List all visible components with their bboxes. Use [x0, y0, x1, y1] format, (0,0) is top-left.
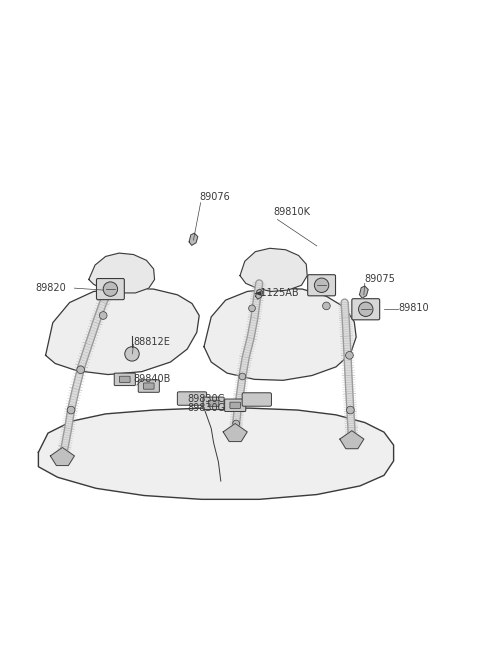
- FancyBboxPatch shape: [230, 402, 240, 408]
- FancyBboxPatch shape: [114, 373, 135, 386]
- Polygon shape: [223, 424, 247, 441]
- FancyBboxPatch shape: [203, 397, 224, 409]
- Text: 88812E: 88812E: [133, 337, 170, 347]
- Circle shape: [323, 302, 330, 310]
- FancyBboxPatch shape: [177, 392, 206, 405]
- Circle shape: [346, 352, 353, 359]
- Text: ◄1125AB: ◄1125AB: [254, 288, 300, 298]
- Polygon shape: [204, 288, 356, 381]
- Text: 89830G: 89830G: [187, 403, 225, 413]
- FancyBboxPatch shape: [242, 393, 272, 406]
- Polygon shape: [360, 286, 368, 298]
- Text: 89830C: 89830C: [187, 394, 225, 404]
- FancyBboxPatch shape: [308, 274, 336, 296]
- Text: 89075: 89075: [365, 274, 396, 284]
- FancyBboxPatch shape: [120, 376, 130, 383]
- Circle shape: [67, 406, 75, 414]
- Polygon shape: [340, 431, 364, 449]
- Text: 89820: 89820: [35, 283, 66, 293]
- Polygon shape: [38, 408, 394, 499]
- Circle shape: [314, 278, 329, 293]
- Circle shape: [99, 312, 107, 320]
- Circle shape: [77, 366, 84, 373]
- Text: 89810: 89810: [398, 303, 429, 313]
- Text: 89076: 89076: [199, 192, 230, 202]
- Text: 89840B: 89840B: [133, 375, 171, 384]
- Polygon shape: [256, 289, 263, 299]
- Circle shape: [103, 282, 118, 296]
- Circle shape: [359, 302, 373, 316]
- Polygon shape: [89, 253, 155, 293]
- Polygon shape: [189, 233, 198, 246]
- FancyBboxPatch shape: [352, 299, 380, 320]
- Circle shape: [125, 346, 139, 361]
- Text: 89810K: 89810K: [274, 207, 311, 217]
- Circle shape: [233, 420, 240, 427]
- Circle shape: [239, 373, 246, 380]
- FancyBboxPatch shape: [208, 400, 219, 407]
- FancyBboxPatch shape: [138, 380, 159, 392]
- FancyBboxPatch shape: [96, 278, 124, 299]
- Polygon shape: [46, 288, 199, 375]
- Circle shape: [249, 305, 255, 312]
- FancyBboxPatch shape: [225, 399, 246, 411]
- Polygon shape: [50, 447, 74, 466]
- FancyBboxPatch shape: [144, 383, 154, 389]
- Circle shape: [347, 406, 354, 414]
- Polygon shape: [240, 248, 307, 291]
